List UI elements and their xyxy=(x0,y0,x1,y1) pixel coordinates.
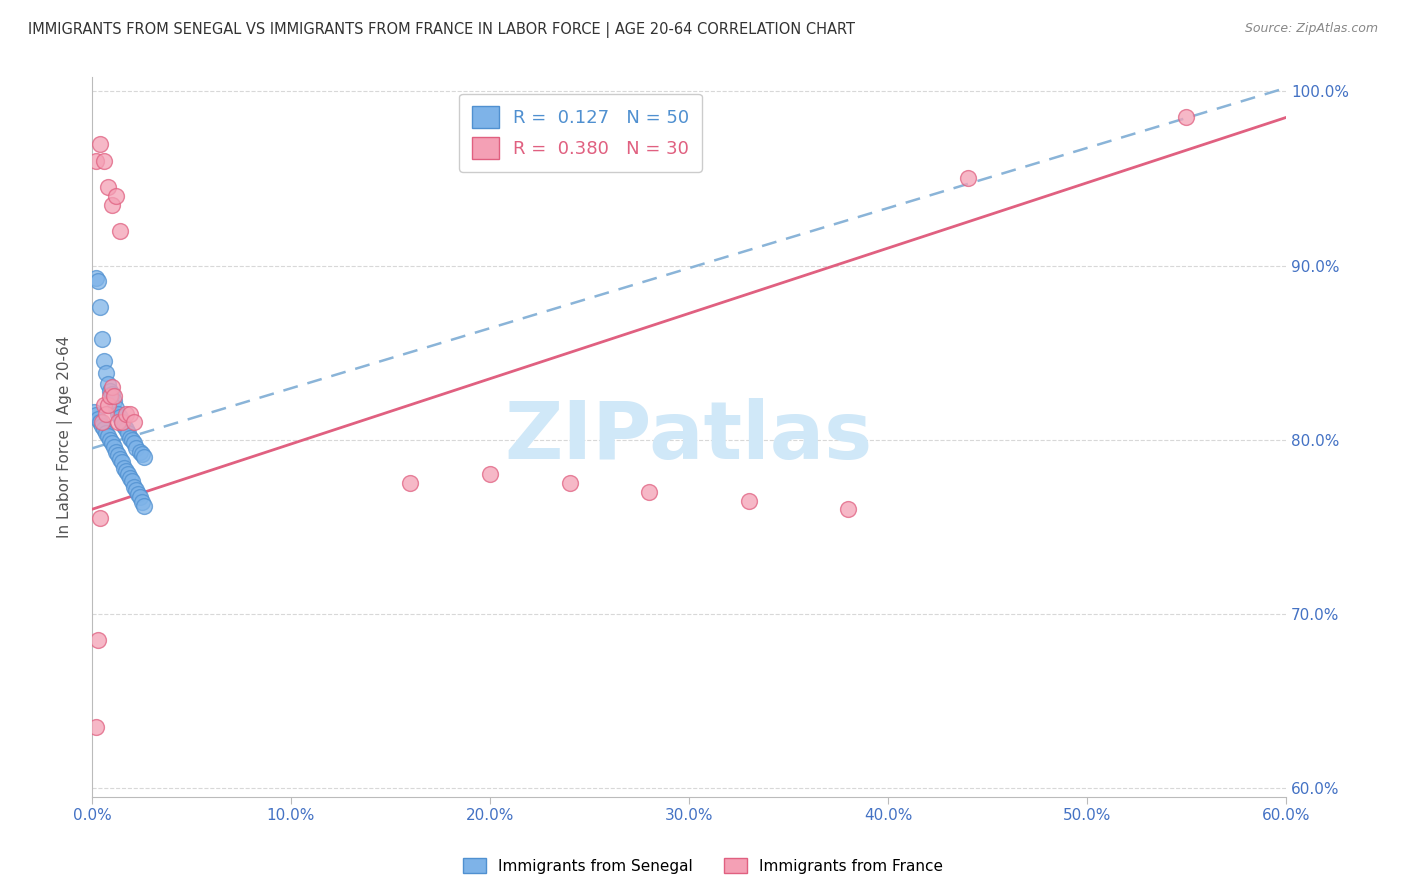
Legend: R =  0.127   N = 50, R =  0.380   N = 30: R = 0.127 N = 50, R = 0.380 N = 30 xyxy=(460,94,702,172)
Point xyxy=(956,171,979,186)
Point xyxy=(98,389,121,403)
Point xyxy=(125,442,148,456)
Point xyxy=(737,493,759,508)
Point xyxy=(93,154,115,169)
Point xyxy=(97,398,120,412)
Point xyxy=(94,425,117,440)
Point xyxy=(94,407,117,421)
Point xyxy=(93,354,115,368)
Text: ZIPatlas: ZIPatlas xyxy=(505,398,873,476)
Point xyxy=(87,274,110,288)
Point xyxy=(89,301,111,315)
Legend: Immigrants from Senegal, Immigrants from France: Immigrants from Senegal, Immigrants from… xyxy=(457,852,949,880)
Point xyxy=(97,429,120,443)
Point xyxy=(399,476,422,491)
Point xyxy=(117,425,139,440)
Point xyxy=(103,389,125,403)
Point xyxy=(94,367,117,381)
Point xyxy=(111,415,134,429)
Point xyxy=(101,436,124,450)
Point xyxy=(127,486,149,500)
Point xyxy=(90,332,112,346)
Point xyxy=(118,471,141,485)
Point xyxy=(122,415,145,429)
Point xyxy=(87,632,110,647)
Point xyxy=(108,451,131,466)
Point xyxy=(90,415,112,429)
Point xyxy=(112,418,135,433)
Point xyxy=(89,511,111,525)
Point xyxy=(104,445,127,459)
Point xyxy=(131,447,153,461)
Point xyxy=(84,270,107,285)
Point xyxy=(128,445,150,459)
Point xyxy=(107,448,129,462)
Point xyxy=(98,384,121,398)
Point xyxy=(90,418,112,433)
Point xyxy=(122,436,145,450)
Point xyxy=(103,394,125,409)
Point xyxy=(118,407,141,421)
Point xyxy=(108,410,131,425)
Point xyxy=(125,483,148,498)
Point xyxy=(101,387,124,401)
Point xyxy=(114,422,136,436)
Y-axis label: In Labor Force | Age 20-64: In Labor Force | Age 20-64 xyxy=(58,336,73,538)
Point xyxy=(121,475,143,489)
Point xyxy=(84,409,107,423)
Point xyxy=(121,433,143,447)
Point xyxy=(1175,111,1198,125)
Point xyxy=(89,415,111,429)
Point xyxy=(84,154,107,169)
Point xyxy=(101,380,124,394)
Point xyxy=(107,407,129,421)
Point xyxy=(837,502,859,516)
Point xyxy=(108,224,131,238)
Point xyxy=(87,411,110,425)
Point xyxy=(132,499,155,513)
Point xyxy=(89,136,111,151)
Point xyxy=(111,455,134,469)
Point xyxy=(97,376,120,391)
Point xyxy=(122,480,145,494)
Point xyxy=(118,431,141,445)
Point xyxy=(638,484,661,499)
Point xyxy=(132,450,155,464)
Text: Source: ZipAtlas.com: Source: ZipAtlas.com xyxy=(1244,22,1378,36)
Point xyxy=(98,433,121,447)
Point xyxy=(117,467,139,482)
Point xyxy=(101,197,124,211)
Point xyxy=(103,440,125,454)
Point xyxy=(93,422,115,436)
Point xyxy=(84,720,107,734)
Point xyxy=(111,415,134,429)
Point xyxy=(112,460,135,475)
Point xyxy=(128,490,150,504)
Text: IMMIGRANTS FROM SENEGAL VS IMMIGRANTS FROM FRANCE IN LABOR FORCE | AGE 20-64 COR: IMMIGRANTS FROM SENEGAL VS IMMIGRANTS FR… xyxy=(28,22,855,38)
Point xyxy=(478,467,501,482)
Point xyxy=(104,401,127,416)
Point xyxy=(131,495,153,509)
Point xyxy=(104,189,127,203)
Point xyxy=(107,415,129,429)
Point xyxy=(97,180,120,194)
Point xyxy=(93,398,115,412)
Point xyxy=(83,405,105,419)
Point xyxy=(114,407,136,421)
Point xyxy=(114,464,136,478)
Point xyxy=(558,476,581,491)
